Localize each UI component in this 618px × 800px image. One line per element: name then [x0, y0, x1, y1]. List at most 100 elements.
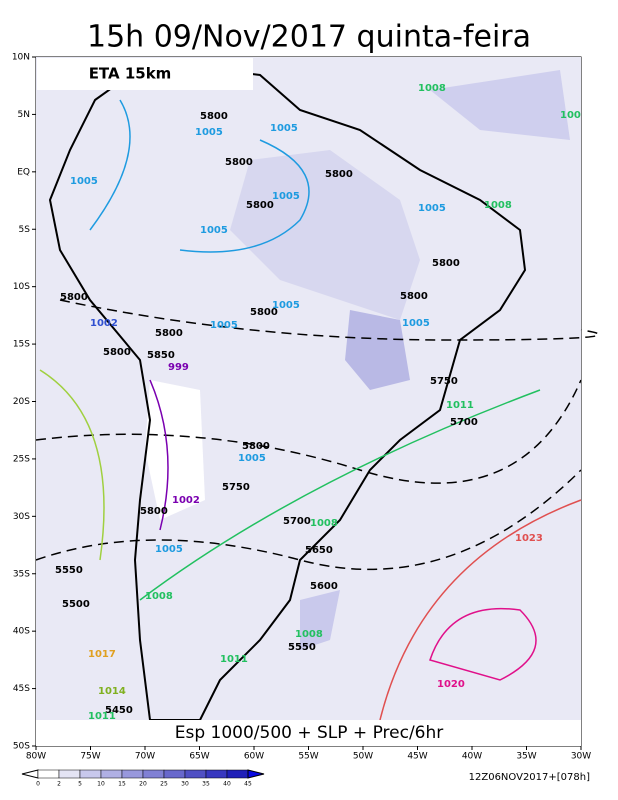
colorbar-cell — [100, 769, 123, 779]
contour-label: 5550 — [55, 565, 83, 576]
colorbar-label: 30 — [181, 781, 189, 788]
contour-label: 5600 — [310, 581, 338, 592]
contour-label: 5500 — [62, 599, 90, 610]
contour-labels: 5800 1005 1005 5800 5800 1005 1005 5800 … — [55, 83, 581, 722]
coastline — [48, 66, 527, 721]
contour-label: 100 — [560, 110, 581, 121]
contour-label: 5800 — [103, 347, 131, 358]
lon-tick-label: 35W — [516, 752, 536, 762]
lat-tick-label: 20S — [13, 397, 30, 407]
colorbar-label: 2 — [57, 781, 61, 788]
title: 15h 09/Nov/2017 quinta-feira — [87, 20, 531, 55]
contour-label: 5700 — [283, 516, 311, 527]
colorbar-label: 35 — [202, 781, 210, 788]
contour-label: 1011 — [446, 400, 474, 411]
contour-label: 1002 — [172, 495, 200, 506]
colorbar-cell — [184, 769, 207, 779]
contour-label: 1008 — [145, 591, 173, 602]
contour-label: 1005 — [272, 300, 300, 311]
lon-tick-label: 30W — [571, 752, 591, 762]
lat-tick-label: 5S — [19, 225, 31, 235]
colorbar-arrow — [247, 769, 265, 779]
colorbar-cell — [79, 769, 102, 779]
colorbar-label: 20 — [139, 781, 147, 788]
precip-area — [430, 70, 570, 140]
contour-label: 5800 — [242, 441, 270, 452]
pressure-contour — [429, 607, 537, 681]
precip-area — [230, 150, 420, 320]
colorbar-cell — [58, 769, 81, 779]
model-box — [37, 58, 253, 90]
contour-label: 5550 — [288, 642, 316, 653]
contour-label: 1011 — [88, 711, 116, 722]
contour-label: 1008 — [295, 629, 323, 640]
lon-tick-label: 45W — [407, 752, 427, 762]
lon-tick-label: 50W — [353, 752, 373, 762]
contour-label: 5850 — [147, 350, 175, 361]
contour-label: 1008 — [418, 83, 446, 94]
contour-label: 1005 — [402, 318, 430, 329]
contour-label: 1005 — [70, 176, 98, 187]
pressure-contour — [149, 379, 169, 531]
contour-label: 5800 — [225, 157, 253, 168]
model-label: ETA 15km — [89, 65, 172, 83]
contour-label: 5800 — [140, 506, 168, 517]
lat-tick-label: 15S — [13, 340, 30, 350]
contour-label: 5650 — [305, 545, 333, 556]
colorbar-cell — [142, 769, 165, 779]
contour-label: 1008 — [310, 518, 338, 529]
contour-label: 1005 — [155, 544, 183, 555]
contour-label: 1005 — [270, 123, 298, 134]
pressure-contour — [379, 499, 582, 721]
lon-tick-label: 65W — [189, 752, 209, 762]
lon-tick-label: 60W — [244, 752, 264, 762]
lat-tick-label: 10S — [13, 282, 30, 292]
lon-tick-label: 40W — [462, 752, 482, 762]
pressure-contour — [139, 389, 541, 601]
dry-area — [145, 380, 205, 520]
contour-label: 1002 — [90, 318, 118, 329]
colorbar: 0 2 5 10 15 20 25 30 35 40 45 — [21, 769, 265, 788]
contour-label: 1005 — [418, 203, 446, 214]
lat-tick-label: 45S — [13, 684, 30, 694]
contour-label: 5800 — [200, 111, 228, 122]
colorbar-label: 10 — [97, 781, 105, 788]
contour-label: 5800 — [400, 291, 428, 302]
caption: Esp 1000/500 + SLP + Prec/6hr — [175, 723, 444, 743]
contour-label: 5750 — [430, 376, 458, 387]
colorbar-cell — [121, 769, 144, 779]
contour-label: 1005 — [210, 320, 238, 331]
lat-tick-label: 30S — [13, 512, 30, 522]
caption-box — [36, 720, 581, 746]
contour-label: 1023 — [515, 533, 543, 544]
contour-label: 999 — [168, 362, 189, 373]
colorbar-label: 0 — [36, 781, 40, 788]
contour-label: 5750 — [222, 482, 250, 493]
thickness-contour — [59, 299, 600, 341]
pressure-contour — [89, 99, 131, 231]
contour-label: 5800 — [155, 328, 183, 339]
contour-label: 5800 — [325, 169, 353, 180]
pressure-contour — [39, 369, 105, 561]
lon-tick-label: 55W — [298, 752, 318, 762]
thickness-contour — [35, 469, 582, 571]
colorbar-label: 15 — [118, 781, 126, 788]
precip-area — [300, 590, 340, 650]
thickness-contour — [35, 379, 582, 484]
run-label: 12Z06NOV2017+[078h] — [469, 772, 590, 783]
contour-label: 5800 — [60, 292, 88, 303]
contour-label: 1011 — [220, 654, 248, 665]
contour-label: 5800 — [432, 258, 460, 269]
colorbar-cell — [163, 769, 186, 779]
colorbar-label: 5 — [78, 781, 82, 788]
contour-label: 1020 — [437, 679, 465, 690]
contour-label: 5450 — [105, 705, 133, 716]
lat-tick-label: 40S — [13, 627, 30, 637]
contour-label: 1005 — [272, 191, 300, 202]
colorbar-cell — [205, 769, 228, 779]
contour-label: 1005 — [195, 127, 223, 138]
lon-tick-label: 80W — [26, 752, 46, 762]
lon-tick-label: 70W — [135, 752, 155, 762]
